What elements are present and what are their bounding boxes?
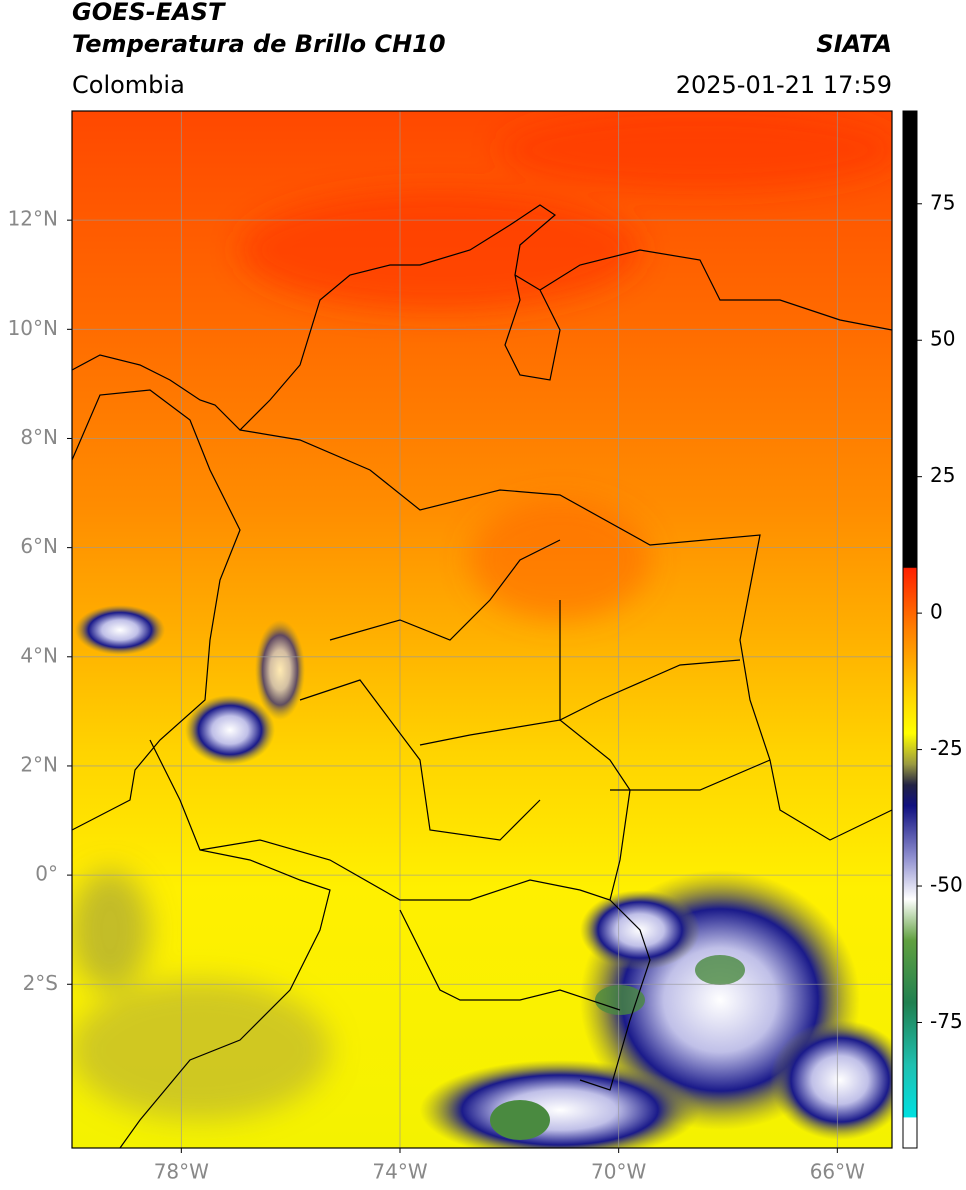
y-tick-label: 2°S bbox=[23, 971, 58, 995]
colorbar-tick-label: -25 bbox=[930, 736, 963, 760]
y-tick-label: 4°N bbox=[20, 643, 58, 667]
source: SIATA bbox=[816, 30, 892, 58]
y-tick-label: 6°N bbox=[20, 534, 58, 558]
colorbar-tick-label: -50 bbox=[930, 873, 963, 897]
map-image bbox=[72, 111, 892, 1148]
colorbar-tick-label: 50 bbox=[930, 327, 955, 351]
colorbar-tick-label: 75 bbox=[930, 190, 955, 214]
colorbar-tick-label: 0 bbox=[930, 600, 943, 624]
timestamp: 2025-01-21 17:59 bbox=[676, 71, 892, 99]
y-tick-label: 10°N bbox=[8, 316, 58, 340]
y-tick-label: 2°N bbox=[20, 752, 58, 776]
x-tick-label: 78°W bbox=[154, 1160, 209, 1184]
y-tick-label: 0° bbox=[35, 862, 58, 886]
product: Temperatura de Brillo CH10 bbox=[72, 30, 446, 58]
x-tick-label: 74°W bbox=[372, 1160, 427, 1184]
y-tick-label: 12°N bbox=[8, 207, 58, 231]
colorbar-tick-label: -75 bbox=[930, 1009, 963, 1033]
region: Colombia bbox=[72, 71, 185, 99]
map-frame bbox=[71, 110, 893, 1149]
colorbar-tick-label: 25 bbox=[930, 463, 955, 487]
y-tick-label: 8°N bbox=[20, 425, 58, 449]
satellite: GOES-EAST bbox=[72, 0, 226, 26]
x-tick-label: 70°W bbox=[591, 1160, 646, 1184]
colorbar bbox=[902, 110, 918, 1149]
x-tick-label: 66°W bbox=[810, 1160, 865, 1184]
